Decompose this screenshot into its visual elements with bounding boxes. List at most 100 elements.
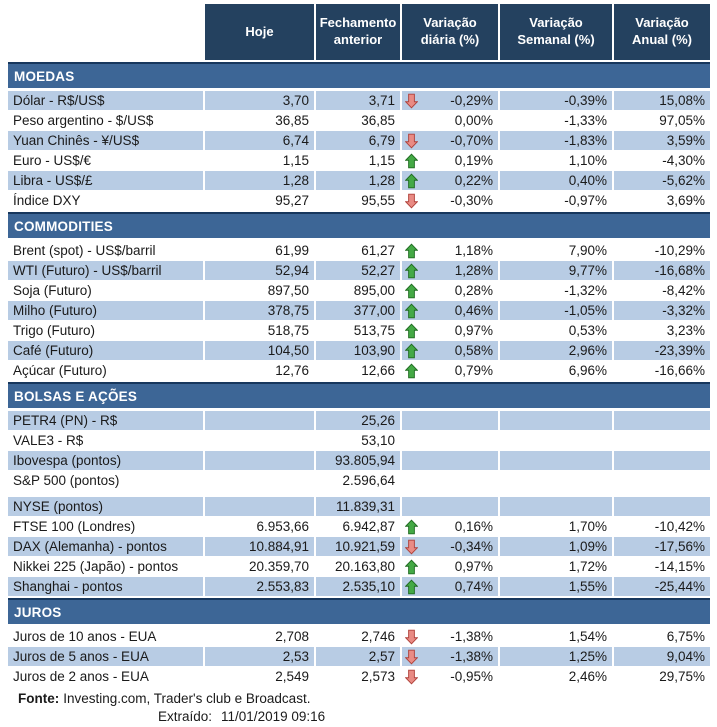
- cell-fechamento[interactable]: 3,71: [316, 91, 400, 110]
- cell-var-semanal[interactable]: 1,25%: [500, 647, 612, 666]
- cell-fechamento[interactable]: 6,79: [316, 131, 400, 150]
- cell-var-anual[interactable]: -16,68%: [614, 261, 710, 280]
- cell-hoje[interactable]: [205, 471, 314, 490]
- cell-var-semanal[interactable]: -0,97%: [500, 191, 612, 210]
- cell-fechamento[interactable]: 10.921,59: [316, 537, 400, 556]
- row-label[interactable]: Peso argentino - $/US$: [8, 111, 203, 130]
- cell-var-diaria[interactable]: -0,34%: [402, 537, 498, 556]
- cell-fechamento[interactable]: 895,00: [316, 281, 400, 300]
- cell-var-diaria[interactable]: [402, 451, 498, 470]
- cell-var-diaria[interactable]: 0,19%: [402, 151, 498, 170]
- cell-var-semanal[interactable]: 1,10%: [500, 151, 612, 170]
- cell-var-semanal[interactable]: 7,90%: [500, 241, 612, 260]
- cell-fechamento[interactable]: 2,57: [316, 647, 400, 666]
- cell-var-diaria[interactable]: [402, 411, 498, 430]
- cell-var-anual[interactable]: [614, 497, 710, 516]
- cell-var-diaria[interactable]: -1,38%: [402, 627, 498, 646]
- cell-var-semanal[interactable]: -1,05%: [500, 301, 612, 320]
- cell-var-diaria[interactable]: 0,58%: [402, 341, 498, 360]
- section-header-bolsas-e-acoes[interactable]: BOLSAS E AÇÕES: [8, 382, 710, 408]
- cell-var-diaria[interactable]: 1,28%: [402, 261, 498, 280]
- row-label[interactable]: Euro - US$/€: [8, 151, 203, 170]
- row-label[interactable]: Trigo (Futuro): [8, 321, 203, 340]
- row-label[interactable]: Brent (spot) - US$/barril: [8, 241, 203, 260]
- cell-hoje[interactable]: 897,50: [205, 281, 314, 300]
- cell-var-semanal[interactable]: -0,39%: [500, 91, 612, 110]
- cell-var-diaria[interactable]: [402, 431, 498, 450]
- cell-var-semanal[interactable]: [500, 497, 612, 516]
- cell-hoje[interactable]: 2.553,83: [205, 577, 314, 596]
- row-label[interactable]: WTI (Futuro) - US$/barril: [8, 261, 203, 280]
- cell-var-diaria[interactable]: 0,97%: [402, 321, 498, 340]
- cell-hoje[interactable]: 518,75: [205, 321, 314, 340]
- cell-var-anual[interactable]: -3,32%: [614, 301, 710, 320]
- section-header-moedas[interactable]: MOEDAS: [8, 62, 710, 88]
- column-header-variacao-diaria[interactable]: Variação diária (%): [402, 4, 498, 60]
- cell-var-semanal[interactable]: 1,54%: [500, 627, 612, 646]
- cell-fechamento[interactable]: 6.942,87: [316, 517, 400, 536]
- cell-fechamento[interactable]: 95,55: [316, 191, 400, 210]
- cell-fechamento[interactable]: 1,15: [316, 151, 400, 170]
- cell-var-anual[interactable]: -10,42%: [614, 517, 710, 536]
- cell-var-anual[interactable]: [614, 471, 710, 490]
- cell-var-diaria[interactable]: 0,97%: [402, 557, 498, 576]
- cell-var-anual[interactable]: -4,30%: [614, 151, 710, 170]
- cell-hoje[interactable]: 20.359,70: [205, 557, 314, 576]
- cell-fechamento[interactable]: 20.163,80: [316, 557, 400, 576]
- cell-hoje[interactable]: 2,53: [205, 647, 314, 666]
- row-label[interactable]: PETR4 (PN) - R$: [8, 411, 203, 430]
- cell-var-diaria[interactable]: -1,38%: [402, 647, 498, 666]
- cell-var-diaria[interactable]: -0,95%: [402, 667, 498, 686]
- cell-hoje[interactable]: 1,15: [205, 151, 314, 170]
- cell-var-anual[interactable]: 15,08%: [614, 91, 710, 110]
- cell-fechamento[interactable]: 2,573: [316, 667, 400, 686]
- cell-fechamento[interactable]: 12,66: [316, 361, 400, 380]
- column-header-variacao-anual[interactable]: Variação Anual (%): [614, 4, 710, 60]
- cell-var-anual[interactable]: -16,66%: [614, 361, 710, 380]
- cell-hoje[interactable]: 104,50: [205, 341, 314, 360]
- row-label[interactable]: Nikkei 225 (Japão) - pontos: [8, 557, 203, 576]
- cell-var-anual[interactable]: -14,15%: [614, 557, 710, 576]
- cell-var-diaria[interactable]: 0,16%: [402, 517, 498, 536]
- cell-var-semanal[interactable]: 1,70%: [500, 517, 612, 536]
- row-label[interactable]: Libra - US$/£: [8, 171, 203, 190]
- cell-var-semanal[interactable]: -1,33%: [500, 111, 612, 130]
- section-header-juros[interactable]: JUROS: [8, 598, 710, 624]
- cell-var-anual[interactable]: -23,39%: [614, 341, 710, 360]
- cell-hoje[interactable]: 6,74: [205, 131, 314, 150]
- row-label[interactable]: Café (Futuro): [8, 341, 203, 360]
- cell-var-semanal[interactable]: 2,46%: [500, 667, 612, 686]
- cell-var-semanal[interactable]: -1,32%: [500, 281, 612, 300]
- cell-var-anual[interactable]: 29,75%: [614, 667, 710, 686]
- row-label[interactable]: Juros de 5 anos - EUA: [8, 647, 203, 666]
- cell-hoje[interactable]: 10.884,91: [205, 537, 314, 556]
- cell-var-semanal[interactable]: 0,40%: [500, 171, 612, 190]
- cell-var-diaria[interactable]: 1,18%: [402, 241, 498, 260]
- cell-var-diaria[interactable]: 0,46%: [402, 301, 498, 320]
- cell-fechamento[interactable]: 2,746: [316, 627, 400, 646]
- cell-fechamento[interactable]: 61,27: [316, 241, 400, 260]
- row-label[interactable]: S&P 500 (pontos): [8, 471, 203, 490]
- cell-var-diaria[interactable]: 0,00%: [402, 111, 498, 130]
- cell-fechamento[interactable]: 1,28: [316, 171, 400, 190]
- cell-hoje[interactable]: [205, 411, 314, 430]
- cell-fechamento[interactable]: 25,26: [316, 411, 400, 430]
- cell-fechamento[interactable]: 53,10: [316, 431, 400, 450]
- cell-fechamento[interactable]: 377,00: [316, 301, 400, 320]
- cell-var-diaria[interactable]: [402, 497, 498, 516]
- cell-var-anual[interactable]: 3,69%: [614, 191, 710, 210]
- cell-var-semanal[interactable]: 1,55%: [500, 577, 612, 596]
- row-label[interactable]: FTSE 100 (Londres): [8, 517, 203, 536]
- row-label[interactable]: Açúcar (Futuro): [8, 361, 203, 380]
- cell-var-diaria[interactable]: [402, 471, 498, 490]
- cell-hoje[interactable]: 2,708: [205, 627, 314, 646]
- cell-var-semanal[interactable]: 0,53%: [500, 321, 612, 340]
- cell-var-semanal[interactable]: -1,83%: [500, 131, 612, 150]
- cell-var-semanal[interactable]: [500, 451, 612, 470]
- cell-hoje[interactable]: 52,94: [205, 261, 314, 280]
- cell-hoje[interactable]: [205, 451, 314, 470]
- cell-var-diaria[interactable]: -0,30%: [402, 191, 498, 210]
- column-header-fechamento-anterior[interactable]: Fechamento anterior: [316, 4, 400, 60]
- cell-var-anual[interactable]: 6,75%: [614, 627, 710, 646]
- cell-hoje[interactable]: 36,85: [205, 111, 314, 130]
